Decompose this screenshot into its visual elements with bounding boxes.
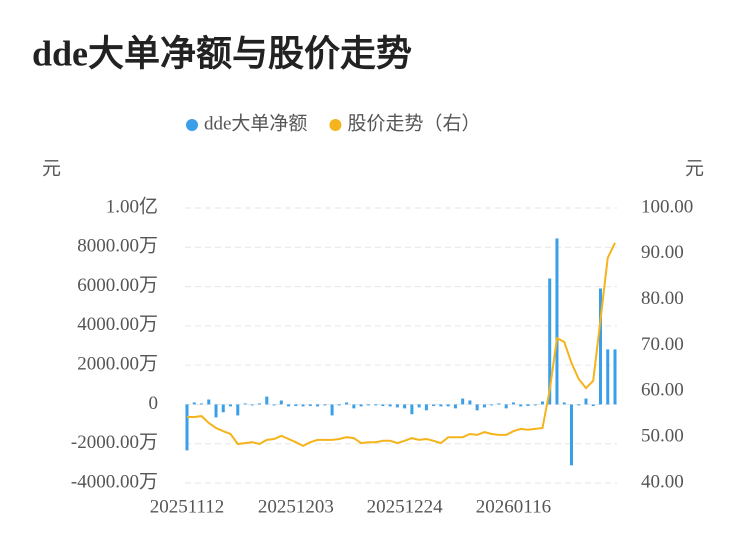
bar <box>200 403 204 405</box>
bar <box>395 404 399 408</box>
bar <box>207 399 211 405</box>
bar <box>511 402 515 405</box>
bar <box>453 404 457 409</box>
bar <box>562 402 566 405</box>
bar <box>475 404 479 411</box>
bar <box>301 404 305 407</box>
bar <box>258 403 262 405</box>
bar <box>468 400 472 405</box>
y2-tick-label: 100.00 <box>641 196 693 217</box>
y2-tick-label: 80.00 <box>641 288 684 309</box>
bar <box>555 238 559 405</box>
y2-tick-label: 90.00 <box>641 242 684 263</box>
bar <box>403 404 407 409</box>
bar <box>497 403 501 405</box>
bar <box>243 403 247 405</box>
bar <box>446 404 450 407</box>
bar <box>345 402 349 405</box>
bar <box>548 278 552 405</box>
bar <box>526 404 530 406</box>
y2-tick-label: 50.00 <box>641 426 684 447</box>
bar <box>577 404 581 406</box>
bar <box>214 404 218 418</box>
bar <box>294 404 298 406</box>
y2-tick-label: 40.00 <box>641 471 684 492</box>
legend-marker <box>329 119 342 131</box>
bar <box>504 404 508 409</box>
bar <box>185 404 189 451</box>
bar <box>569 404 573 466</box>
bar <box>606 349 610 405</box>
bar <box>352 404 356 409</box>
bar <box>461 398 465 405</box>
bar <box>272 404 276 406</box>
legend-label: 股价走势（右） <box>347 112 480 134</box>
y-tick-label: -2000.00万 <box>71 432 158 453</box>
y-tick-label: 1.00亿 <box>106 195 158 217</box>
bar <box>490 404 494 406</box>
bar <box>250 404 254 406</box>
bar <box>432 404 436 406</box>
y-tick-label: -4000.00万 <box>71 471 158 492</box>
x-tick-label: 20251112 <box>150 496 225 517</box>
bar <box>417 404 421 408</box>
bar <box>279 400 283 405</box>
y-tick-label: 0 <box>149 393 159 414</box>
x-tick-label: 20251203 <box>258 496 334 517</box>
y2-tick-label: 60.00 <box>641 380 684 401</box>
bar <box>366 404 370 406</box>
y-tick-label: 4000.00万 <box>77 314 158 335</box>
bar <box>323 404 327 406</box>
y-tick-label: 6000.00万 <box>77 275 158 296</box>
x-tick-label: 20251224 <box>367 496 444 517</box>
y-axis-unit: 元 <box>42 158 61 179</box>
y2-axis-unit: 元 <box>685 158 704 179</box>
bar <box>410 404 414 415</box>
bar <box>519 404 523 407</box>
y-tick-label: 2000.00万 <box>77 354 158 375</box>
bar <box>591 404 595 406</box>
bar <box>192 402 196 405</box>
bar <box>236 404 240 416</box>
bar <box>229 404 233 407</box>
bar <box>584 398 588 405</box>
bar <box>221 404 225 413</box>
bar <box>330 404 334 416</box>
bar <box>424 404 428 411</box>
x-tick-label: 20260116 <box>476 496 551 517</box>
bar <box>540 401 544 405</box>
bar <box>381 404 385 406</box>
bar <box>337 404 341 406</box>
y-tick-label: 8000.00万 <box>77 236 158 257</box>
bar <box>613 349 617 405</box>
bar <box>287 404 291 407</box>
bar <box>316 404 320 407</box>
y2-tick-label: 70.00 <box>641 334 684 355</box>
bar <box>374 404 378 406</box>
bar <box>359 404 363 407</box>
bar <box>598 288 602 405</box>
price-line <box>187 242 616 448</box>
legend-label: dde大单净额 <box>204 112 307 134</box>
legend-marker <box>186 119 198 131</box>
chart-title: dde大单净额与股价走势 <box>32 33 412 73</box>
bar <box>308 404 312 406</box>
bar <box>533 404 537 406</box>
bar <box>388 404 392 407</box>
bar <box>265 396 269 405</box>
bar <box>439 404 443 407</box>
bar <box>482 404 486 408</box>
